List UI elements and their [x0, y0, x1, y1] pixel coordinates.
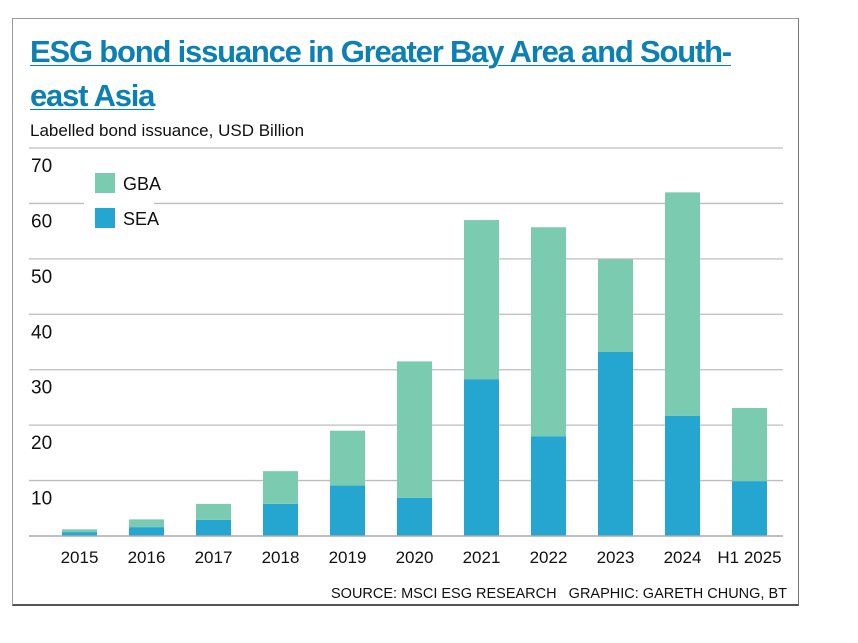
chart-title: ESG bond issuance in Greater Bay Area an…	[30, 34, 732, 113]
bar-gba	[330, 430, 365, 486]
legend-label-sea: SEA	[123, 209, 159, 229]
bar-sea	[598, 351, 633, 536]
x-tick-label: 2017	[195, 548, 233, 567]
bar-sea	[531, 436, 566, 536]
x-tick-label: 2019	[329, 548, 367, 567]
x-tick-label: 2015	[61, 548, 99, 567]
x-tick-label: 2024	[664, 548, 702, 567]
x-tick-label: 2022	[530, 548, 568, 567]
bar-gba	[62, 529, 97, 533]
source-credit: SOURCE: MSCI ESG RESEARCH GRAPHIC: GARET…	[331, 586, 787, 602]
x-tick-label: 2020	[396, 548, 434, 567]
y-tick-label: 50	[31, 267, 52, 288]
chart-frame	[12, 18, 799, 606]
x-tick-label: 2018	[262, 548, 300, 567]
y-tick-label: 30	[31, 378, 52, 399]
x-tick-label: 2016	[128, 548, 166, 567]
bar-gba	[732, 407, 767, 482]
bar-sea	[196, 519, 231, 536]
bar-sea	[665, 415, 700, 536]
x-tick-label: H1 2025	[717, 548, 781, 567]
x-tick-label: 2021	[463, 548, 501, 567]
bar-gba	[129, 519, 164, 528]
bar-sea	[62, 532, 97, 536]
bar-gba	[464, 220, 499, 380]
bar-gba	[196, 503, 231, 520]
bar-sea	[263, 503, 298, 536]
y-tick-label: 70	[31, 156, 52, 177]
legend-swatch-sea	[95, 208, 115, 228]
y-tick-label: 20	[31, 433, 52, 454]
legend-label-gba: GBA	[123, 174, 161, 194]
bar-gba	[665, 192, 700, 416]
bar-sea	[732, 481, 767, 536]
bar-sea	[330, 485, 365, 536]
x-tick-label: 2023	[597, 548, 635, 567]
bar-gba	[598, 259, 633, 352]
bar-gba	[263, 471, 298, 504]
y-tick-label: 10	[31, 489, 52, 510]
legend-swatch-gba	[95, 173, 115, 193]
chart-subtitle: Labelled bond issuance, USD Billion	[30, 121, 305, 140]
bar-sea	[464, 379, 499, 536]
bar-gba	[531, 227, 566, 437]
bar-sea	[129, 527, 164, 536]
y-tick-label: 60	[31, 211, 52, 232]
y-tick-label: 40	[31, 322, 52, 343]
bar-gba	[397, 361, 432, 498]
bar-sea	[397, 497, 432, 536]
